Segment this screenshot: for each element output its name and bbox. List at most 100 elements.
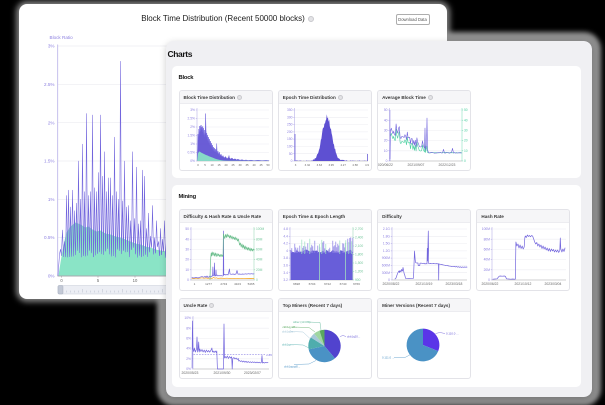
svg-text:ckb1qz...: ckb1qz... <box>282 342 294 346</box>
svg-text:2,700: 2,700 <box>355 227 363 231</box>
svg-text:3.63: 3.63 <box>316 163 322 167</box>
svg-text:30: 30 <box>238 163 242 167</box>
svg-text:1277: 1277 <box>205 282 212 286</box>
svg-text:40: 40 <box>185 237 189 241</box>
svg-text:4.4: 4.4 <box>283 234 288 238</box>
svg-text:6722: 6722 <box>324 282 331 286</box>
svg-text:0%: 0% <box>186 367 191 371</box>
svg-text:50: 50 <box>185 227 189 231</box>
svg-text:40: 40 <box>384 118 388 122</box>
svg-text:0: 0 <box>386 159 388 163</box>
svg-text:20: 20 <box>224 163 228 167</box>
svg-text:20M: 20M <box>255 268 262 272</box>
svg-text:250: 250 <box>287 123 293 127</box>
svg-text:0%: 0% <box>190 159 195 163</box>
svg-text:0: 0 <box>388 278 390 282</box>
svg-text:2021/09/07: 2021/09/07 <box>408 163 425 167</box>
svg-text:other (13.0%): other (13.0%) <box>293 320 310 324</box>
svg-text:1%: 1% <box>190 142 195 146</box>
svg-text:ckb1qya8...: ckb1qya8... <box>282 325 297 329</box>
svg-text:200: 200 <box>287 130 293 134</box>
svg-text:ckb1qyqd0...: ckb1qyqd0... <box>284 364 301 368</box>
svg-text:0.5%: 0.5% <box>187 151 195 155</box>
svg-text:2023/03/18: 2023/03/18 <box>446 282 463 286</box>
svg-text:10: 10 <box>132 278 137 283</box>
svg-text:2.1G: 2.1G <box>383 227 391 231</box>
svg-text:50: 50 <box>384 108 388 112</box>
svg-text:40: 40 <box>252 163 256 167</box>
svg-text:2743: 2743 <box>220 282 227 286</box>
svg-text:6766: 6766 <box>353 282 360 286</box>
svg-text:8%: 8% <box>186 326 191 330</box>
svg-text:1,500: 1,500 <box>355 261 363 265</box>
svg-text:60M: 60M <box>484 248 491 252</box>
svg-text:4.2: 4.2 <box>283 242 288 246</box>
svg-text:10%: 10% <box>184 316 191 320</box>
svg-text:20: 20 <box>185 258 189 262</box>
svg-text:600M: 600M <box>382 263 390 267</box>
svg-text:2022/12/23: 2022/12/23 <box>439 163 456 167</box>
svg-text:10: 10 <box>185 268 189 272</box>
svg-text:2023/02/07: 2023/02/07 <box>244 371 261 375</box>
svg-text:80M: 80M <box>255 237 262 241</box>
svg-text:1.5%: 1.5% <box>187 134 195 138</box>
svg-text:2021/09/30: 2021/09/30 <box>213 371 230 375</box>
svg-text:60M: 60M <box>255 248 262 252</box>
svg-text:0: 0 <box>464 159 466 163</box>
svg-text:1.2G: 1.2G <box>383 249 391 253</box>
svg-text:0%: 0% <box>47 273 54 278</box>
svg-text:2%: 2% <box>47 120 54 125</box>
svg-text:3.4: 3.4 <box>283 271 288 275</box>
svg-text:2.5%: 2.5% <box>187 117 195 121</box>
svg-text:35: 35 <box>245 163 249 167</box>
svg-text:30: 30 <box>384 129 388 133</box>
svg-text:1.5G: 1.5G <box>383 242 391 246</box>
svg-text:50: 50 <box>289 152 293 156</box>
svg-text:ckb1q20...: ckb1q20... <box>347 335 360 339</box>
svg-text:1%: 1% <box>47 196 54 201</box>
svg-text:0.111.0 ...: 0.111.0 ... <box>382 355 395 359</box>
svg-text:6%: 6% <box>186 337 191 341</box>
svg-text:0: 0 <box>489 278 491 282</box>
svg-text:25: 25 <box>231 163 235 167</box>
svg-text:4%: 4% <box>186 347 191 351</box>
svg-text:4.58: 4.58 <box>352 163 358 167</box>
svg-text:1,800: 1,800 <box>355 253 363 257</box>
svg-text:50: 50 <box>266 163 270 167</box>
svg-text:2023/03/04: 2023/03/04 <box>545 282 562 286</box>
svg-text:5465: 5465 <box>247 282 254 286</box>
svg-text:2020/06/22: 2020/06/22 <box>482 282 499 286</box>
svg-text:150: 150 <box>287 137 293 141</box>
svg-text:80M: 80M <box>484 237 491 241</box>
svg-text:2%: 2% <box>186 357 191 361</box>
svg-text:900M: 900M <box>382 256 390 260</box>
svg-text:2,400: 2,400 <box>355 236 363 240</box>
svg-text:1,200: 1,200 <box>355 270 363 274</box>
svg-text:30: 30 <box>464 129 468 133</box>
svg-text:100: 100 <box>287 144 293 148</box>
svg-text:4.8: 4.8 <box>283 227 288 231</box>
svg-text:1: 1 <box>193 282 195 286</box>
svg-text:100M: 100M <box>255 227 263 231</box>
svg-text:6740: 6740 <box>339 282 346 286</box>
svg-text:2021/10/12: 2021/10/12 <box>515 282 532 286</box>
svg-text:2020/08/22: 2020/08/22 <box>383 282 400 286</box>
svg-text:4: 4 <box>286 249 288 253</box>
svg-text:20: 20 <box>384 139 388 143</box>
svg-text:350: 350 <box>287 108 293 112</box>
svg-text:4.27: 4.27 <box>340 163 346 167</box>
svg-text:6698: 6698 <box>293 282 300 286</box>
svg-text:Block Ratio: Block Ratio <box>49 35 73 40</box>
svg-text:2020/06/22: 2020/06/22 <box>378 163 393 167</box>
svg-text:2020/05/23: 2020/05/23 <box>181 371 198 375</box>
svg-text:3.8: 3.8 <box>283 256 288 260</box>
svg-text:300M: 300M <box>382 271 390 275</box>
svg-text:5: 5 <box>204 163 206 167</box>
svg-text:10: 10 <box>210 163 214 167</box>
svg-text:6704: 6704 <box>308 282 315 286</box>
svg-text:4.9: 4.9 <box>365 163 369 167</box>
svg-text:3.6: 3.6 <box>283 263 288 267</box>
svg-text:20: 20 <box>464 139 468 143</box>
svg-text:2.8%: 2.8% <box>266 353 272 357</box>
svg-text:900: 900 <box>355 278 361 282</box>
